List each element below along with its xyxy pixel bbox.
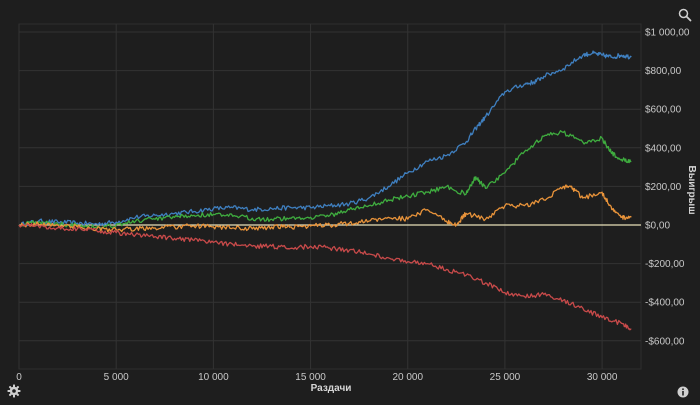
y-axis-title: Выигрыш [686,165,697,214]
plot-area [18,23,642,370]
y-tick-label: -$600,00 [645,336,685,347]
series-line-2 [18,130,632,230]
x-tick-label: 30 000 [587,372,618,383]
gear-icon[interactable] [7,384,21,398]
series-line-1 [18,50,632,228]
x-axis-ticks: 0 5 000 10 000 15 000 20 000 25 000 30 000 [16,372,618,383]
y-tick-label: -$200,00 [645,259,685,270]
magnifier-icon[interactable] [678,8,692,22]
series-line-4 [18,222,632,331]
series-line-3 [18,184,632,233]
x-tick-label: 0 [16,372,22,383]
y-tick-label: $800,00 [645,66,682,77]
info-icon[interactable] [676,385,690,399]
y-tick-label: $600,00 [645,105,682,116]
y-tick-label: $200,00 [645,182,682,193]
x-tick-label: 25 000 [490,372,521,383]
x-tick-label: 10 000 [198,372,229,383]
x-tick-label: 20 000 [392,372,423,383]
y-axis-ticks: $1 000,00 $800,00 $600,00 $400,00 $200,00 $0,… [645,28,690,348]
x-axis-title: Раздачи [311,383,352,394]
x-tick-label: 15 000 [295,372,326,383]
y-tick-label: -$400,00 [645,298,685,309]
y-tick-label: $0,00 [645,221,670,232]
x-tick-label: 5 000 [104,372,129,383]
series-lines [18,50,632,331]
y-tick-label: $400,00 [645,143,682,154]
y-tick-label: $1 000,00 [645,28,690,39]
